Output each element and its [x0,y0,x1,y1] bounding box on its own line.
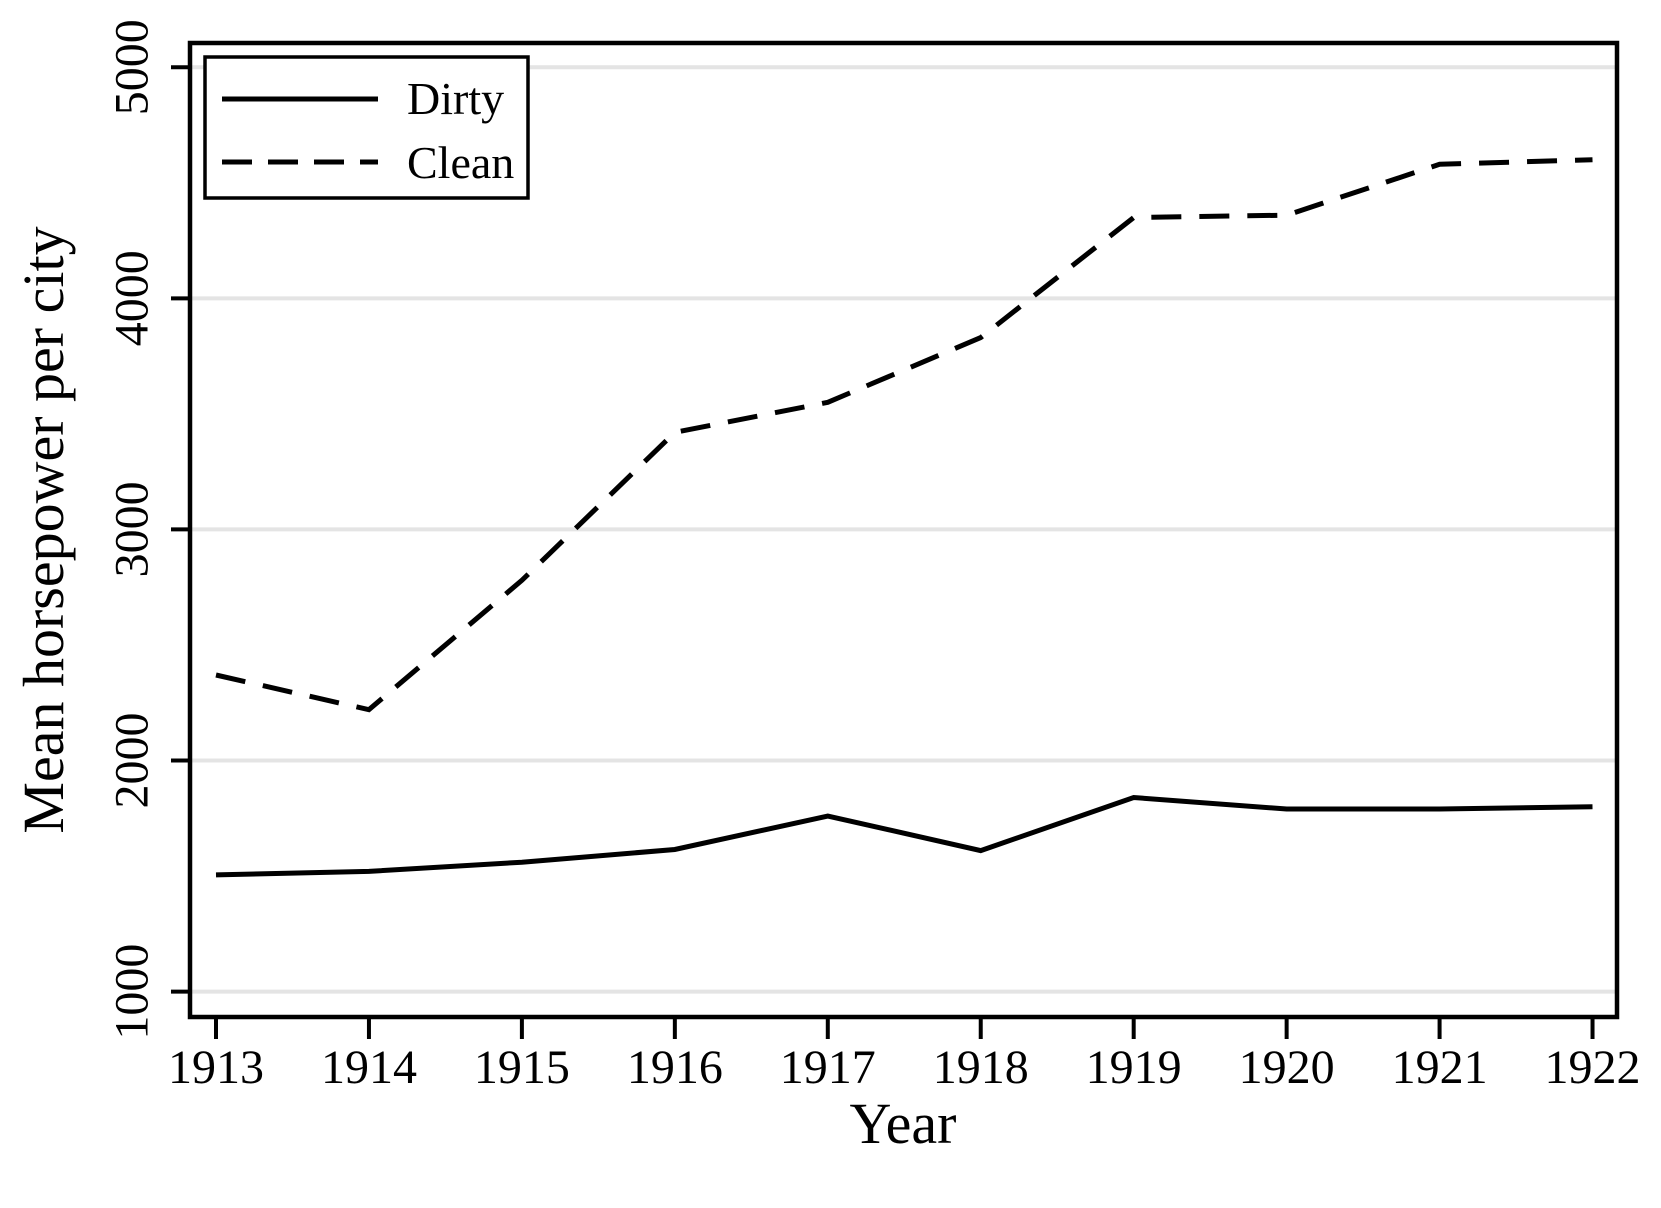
x-tick-label-1919: 1919 [1086,1041,1182,1094]
legend-dirty-label: Dirty [407,73,504,124]
x-tick-label-1915: 1915 [474,1041,570,1094]
dirty-series-line [215,794,1593,878]
legend-clean-label: Clean [407,137,514,188]
legend: Dirty Clean [203,55,530,200]
y-tick-label-5000: 5000 [105,19,158,115]
y-tick-label-3000: 3000 [106,481,159,577]
x-tick-label-1914: 1914 [321,1041,417,1094]
legend-box [203,55,530,200]
y-tick-label-2000: 2000 [106,713,159,809]
x-tick-label-1918: 1918 [933,1041,1029,1094]
x-tick-label-1921: 1921 [1392,1041,1488,1094]
x-axis-title: Year [850,1091,957,1156]
x-tick-label-1916: 1916 [627,1041,723,1094]
clean-series-line [215,157,1593,713]
x-tick-label-1922: 1922 [1545,1041,1641,1094]
x-tick-label-1920: 1920 [1239,1041,1335,1094]
x-tick-label-1913: 1913 [168,1041,264,1094]
y-tick-label-1000: 1000 [105,944,158,1040]
chart-generated-layer: 1000 2000 3000 4000 5000 1913 1914 1915 1916 1917… [105,19,1640,1094]
y-axis-title: Mean horsepower per city [11,226,76,833]
x-tick-label-1917: 1917 [780,1041,876,1094]
y-tick-label-4000: 4000 [106,250,159,346]
